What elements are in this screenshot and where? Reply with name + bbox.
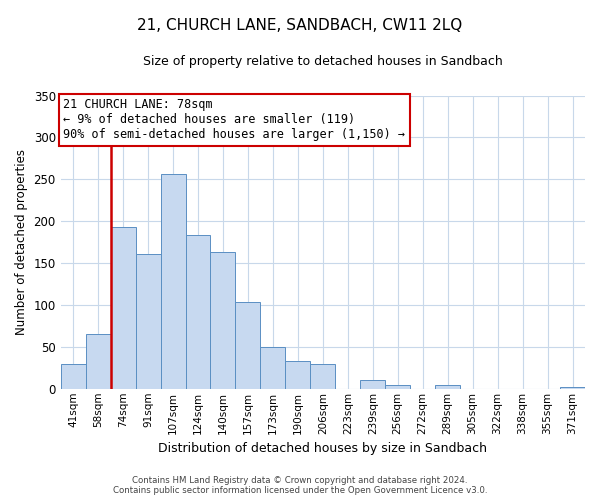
Bar (360, 380, 385, 389)
Bar (161, 174, 185, 389)
Bar (110, 227, 136, 389)
Bar (136, 254, 161, 389)
Bar (61, 364, 86, 389)
Bar (385, 386, 410, 389)
Y-axis label: Number of detached properties: Number of detached properties (15, 149, 28, 335)
Bar (435, 384, 460, 389)
Text: 21 CHURCH LANE: 78sqm
← 9% of detached houses are smaller (119)
90% of semi-deta: 21 CHURCH LANE: 78sqm ← 9% of detached h… (63, 98, 405, 142)
Text: Contains HM Land Registry data © Crown copyright and database right 2024.
Contai: Contains HM Land Registry data © Crown c… (113, 476, 487, 495)
Bar (310, 364, 335, 389)
Bar (286, 361, 310, 389)
Text: 21, CHURCH LANE, SANDBACH, CW11 2LQ: 21, CHURCH LANE, SANDBACH, CW11 2LQ (137, 18, 463, 32)
Bar (235, 302, 260, 389)
Bar (86, 334, 110, 389)
Bar (260, 347, 286, 389)
Bar (560, 387, 585, 389)
Bar (185, 234, 211, 389)
Bar (211, 252, 235, 389)
Title: Size of property relative to detached houses in Sandbach: Size of property relative to detached ho… (143, 55, 503, 68)
X-axis label: Distribution of detached houses by size in Sandbach: Distribution of detached houses by size … (158, 442, 487, 455)
